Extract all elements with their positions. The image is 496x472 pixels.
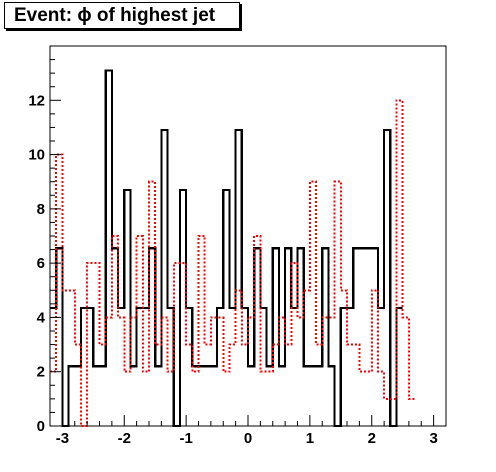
- histogram-series-2: [50, 99, 416, 427]
- plot-frame: [49, 45, 447, 427]
- y-tick-label: 0: [37, 418, 45, 435]
- y-tick-label: 8: [37, 201, 45, 218]
- chart-title: Event: ϕ of highest jet: [4, 2, 240, 29]
- x-tick-label: 0: [244, 430, 252, 447]
- x-tick-label: 3: [429, 430, 437, 447]
- y-tick-label: 4: [37, 309, 46, 326]
- series-layer: [50, 69, 416, 428]
- plot-border: [49, 45, 447, 427]
- x-tick-label: 2: [368, 430, 376, 447]
- y-tick-label: 12: [28, 92, 45, 109]
- y-tick-label: 10: [28, 147, 45, 164]
- x-tick-label: -3: [56, 430, 69, 447]
- y-tick-label: 6: [37, 255, 45, 272]
- x-tick-label: -2: [118, 430, 131, 447]
- y-tick-label: 2: [37, 364, 45, 381]
- x-tick-label: -1: [179, 430, 192, 447]
- histogram-series-1: [50, 69, 403, 428]
- x-tick-label: 1: [306, 430, 314, 447]
